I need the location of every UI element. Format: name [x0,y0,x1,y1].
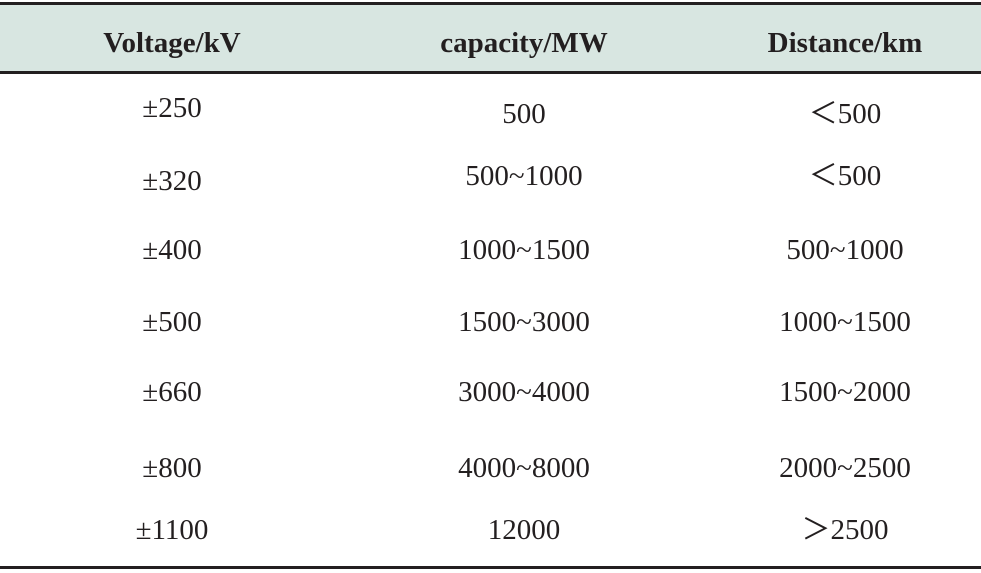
voltage-cell: ±1100 [135,514,209,546]
capacity-cell: 4000~8000 [458,452,590,484]
distance-cell: ＞2500 [801,514,889,546]
voltage-cell: ±400 [142,234,202,266]
voltage-cell: ±800 [142,452,202,484]
capacity-cell: 500 [502,98,546,130]
distance-cell: 2000~2500 [779,452,911,484]
top-rule [0,2,981,5]
distance-cell: ＜500 [808,160,882,192]
bottom-rule [0,566,981,569]
header-rule [0,71,981,74]
header-voltage: Voltage/kV [103,27,241,59]
voltage-cell: ±500 [142,306,202,338]
capacity-cell: 3000~4000 [458,376,590,408]
voltage-cell: ±250 [142,92,202,124]
voltage-cell: ±320 [142,165,202,197]
capacity-cell: 1500~3000 [458,306,590,338]
table-header: Voltage/kV capacity/MW Distance/km [0,5,981,71]
header-distance: Distance/km [767,27,923,59]
header-capacity: capacity/MW [440,27,608,59]
voltage-cell: ±660 [142,376,202,408]
capacity-cell: 1000~1500 [458,234,590,266]
distance-cell: ＜500 [808,98,882,130]
distance-cell: 500~1000 [786,234,904,266]
distance-cell: 1500~2000 [779,376,911,408]
capacity-cell: 500~1000 [465,160,583,192]
capacity-cell: 12000 [487,514,561,546]
distance-cell: 1000~1500 [779,306,911,338]
